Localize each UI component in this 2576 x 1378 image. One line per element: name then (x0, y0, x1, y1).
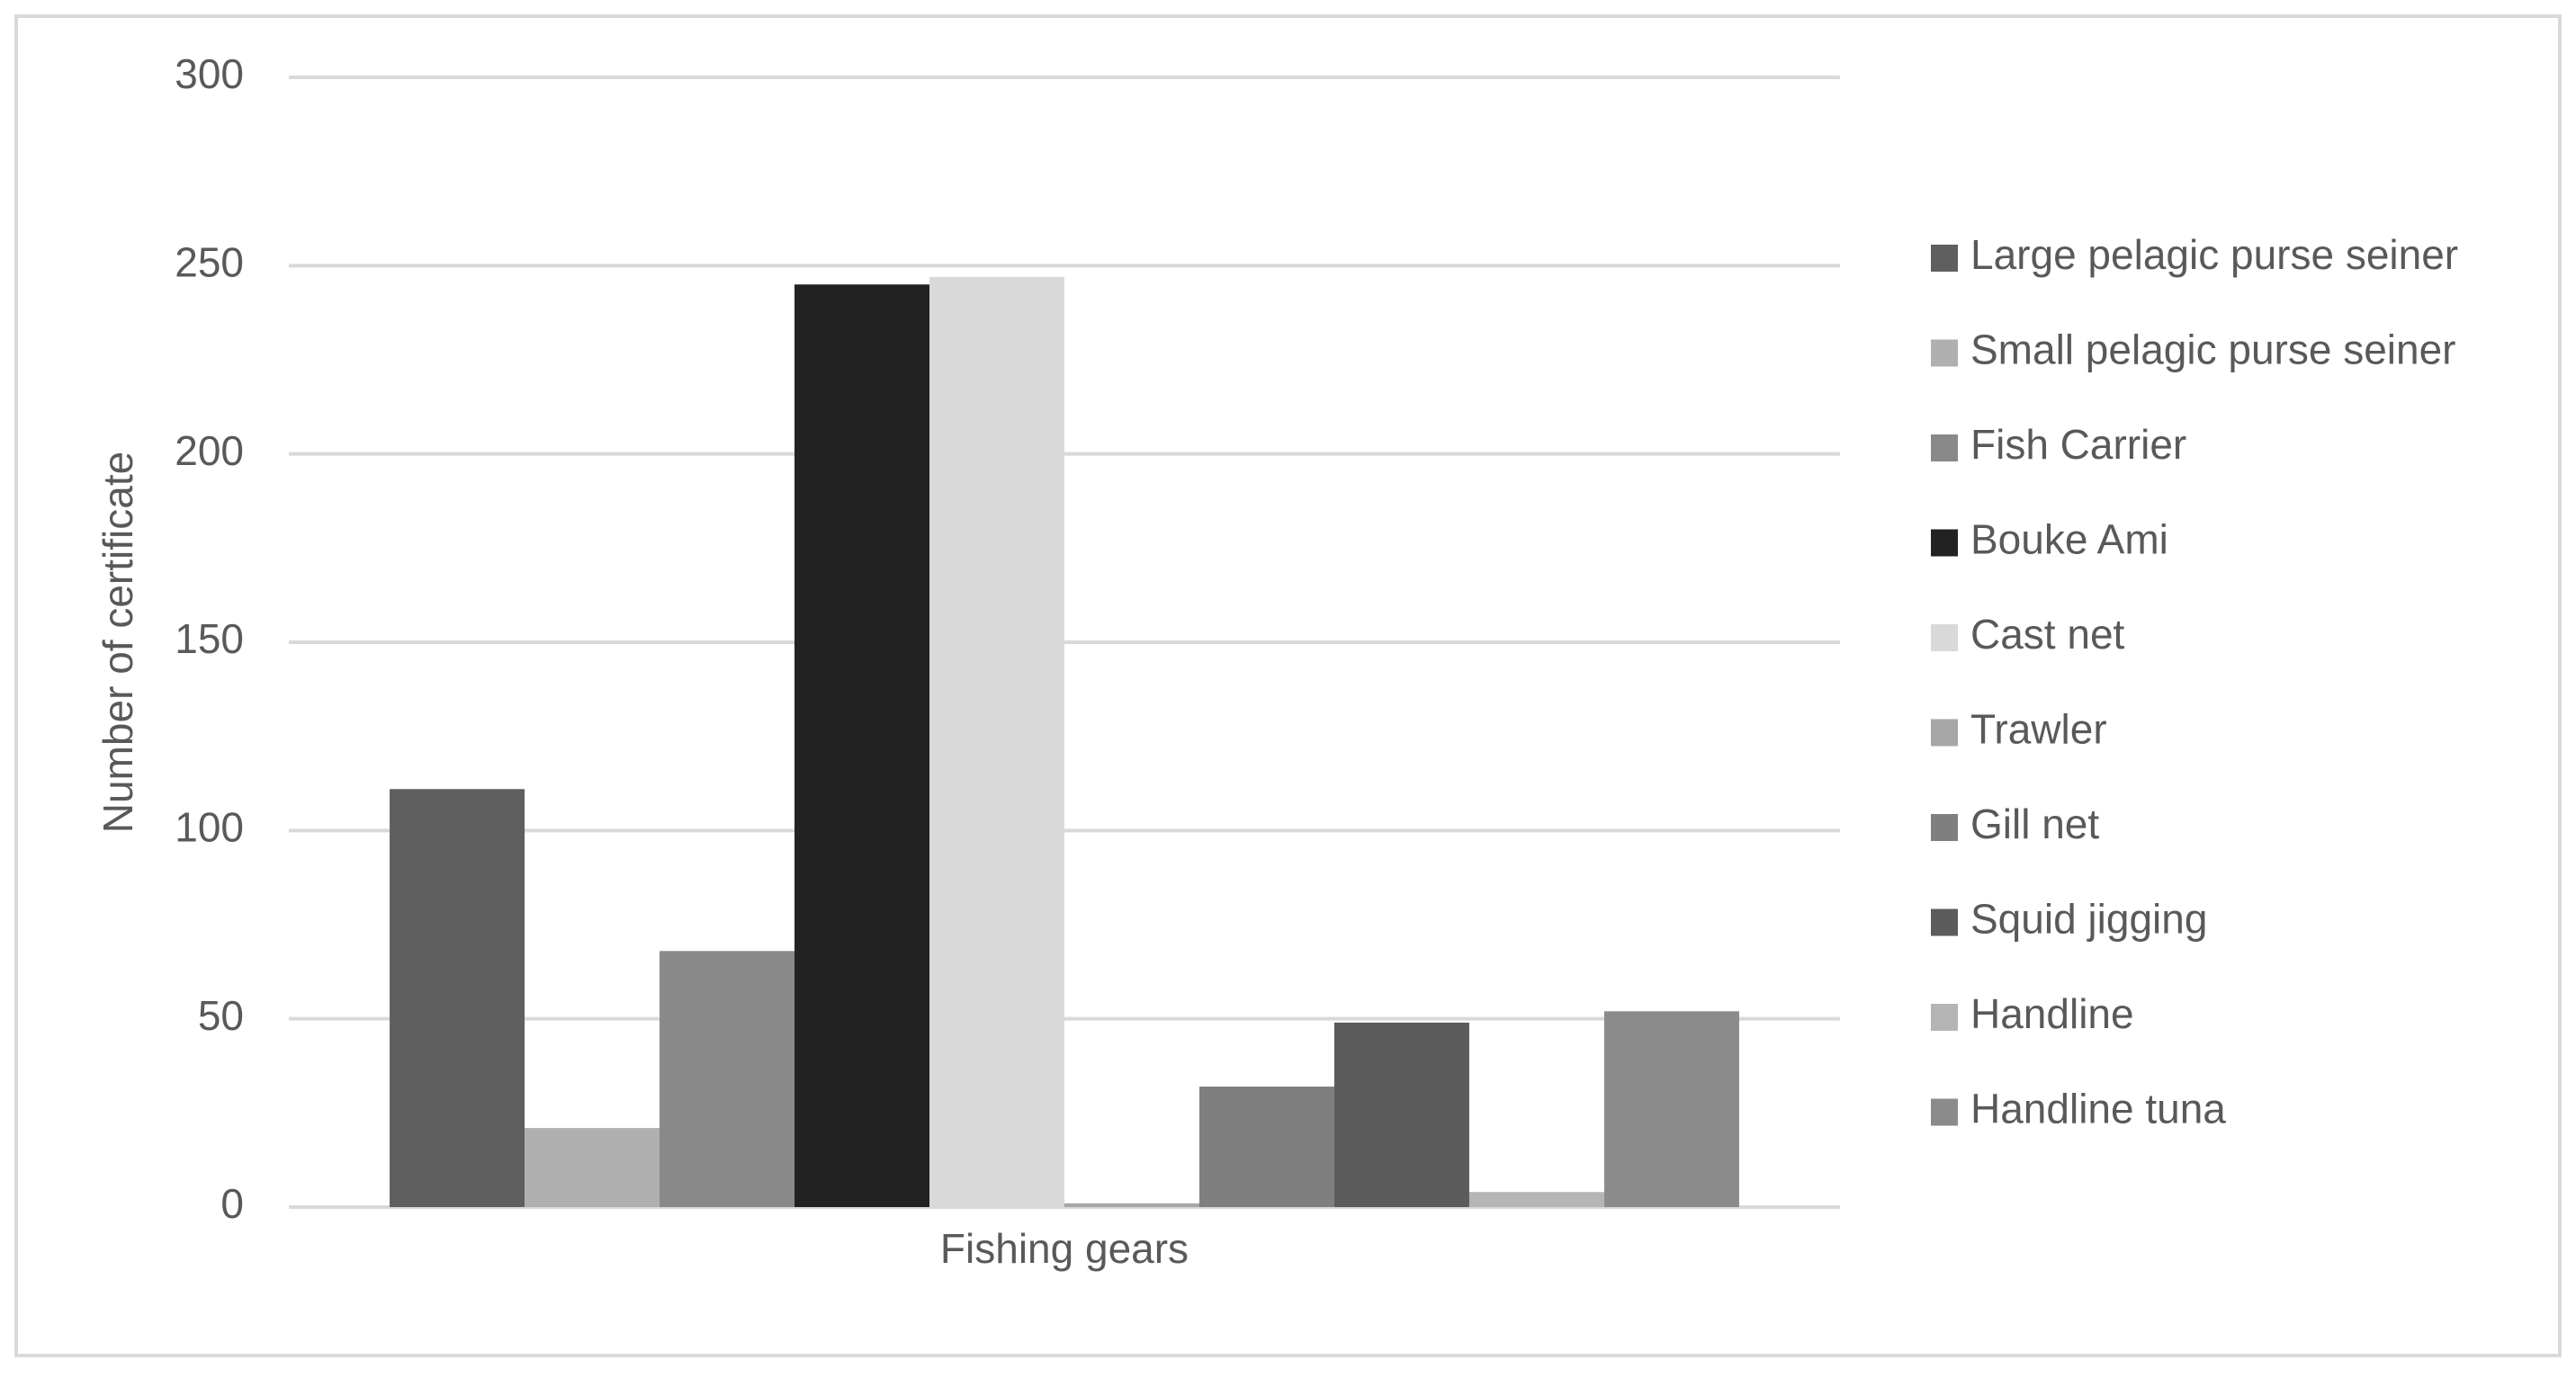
y-tick-label: 50 (198, 992, 244, 1039)
legend-swatch (1931, 339, 1958, 367)
legend-label: Trawler (1970, 706, 2107, 753)
legend-label: Cast net (1970, 611, 2125, 658)
x-tick-label: Fishing gears (940, 1225, 1189, 1272)
y-tick-label: 100 (175, 803, 244, 850)
bar (1603, 1011, 1739, 1207)
legend-label: Squid jigging (1970, 896, 2207, 943)
bar (1064, 1203, 1199, 1207)
legend-swatch (1931, 908, 1958, 936)
legend-label: Small pelagic purse seiner (1970, 327, 2456, 373)
bar (525, 1128, 660, 1207)
y-tick-label: 300 (175, 50, 244, 97)
legend-label: Handline (1970, 990, 2134, 1037)
legend-label: Fish Carrier (1970, 421, 2186, 468)
legend-label: Large pelagic purse seiner (1970, 231, 2458, 278)
bar (390, 789, 525, 1207)
y-tick-label: 0 (220, 1180, 244, 1227)
bar (1468, 1192, 1604, 1207)
bar (1333, 1022, 1469, 1207)
legend-label: Gill net (1970, 801, 2099, 847)
legend-swatch (1931, 1098, 1958, 1126)
y-tick-label: 250 (175, 238, 244, 285)
y-axis-title: Number of certificate (94, 452, 141, 833)
legend-label: Bouke Ami (1970, 516, 2168, 563)
y-tick-label: 200 (175, 427, 244, 474)
legend-label: Handline tuna (1970, 1086, 2226, 1132)
legend-swatch (1931, 245, 1958, 272)
bar (794, 284, 930, 1208)
legend-swatch (1931, 719, 1958, 747)
legend-swatch (1931, 529, 1958, 557)
legend-swatch (1931, 814, 1958, 841)
bar (1198, 1087, 1334, 1207)
legend-swatch (1931, 434, 1958, 461)
bar (660, 951, 795, 1207)
legend-swatch (1931, 1004, 1958, 1031)
y-tick-label: 150 (175, 615, 244, 662)
bar (929, 276, 1064, 1208)
legend-swatch (1931, 624, 1958, 651)
